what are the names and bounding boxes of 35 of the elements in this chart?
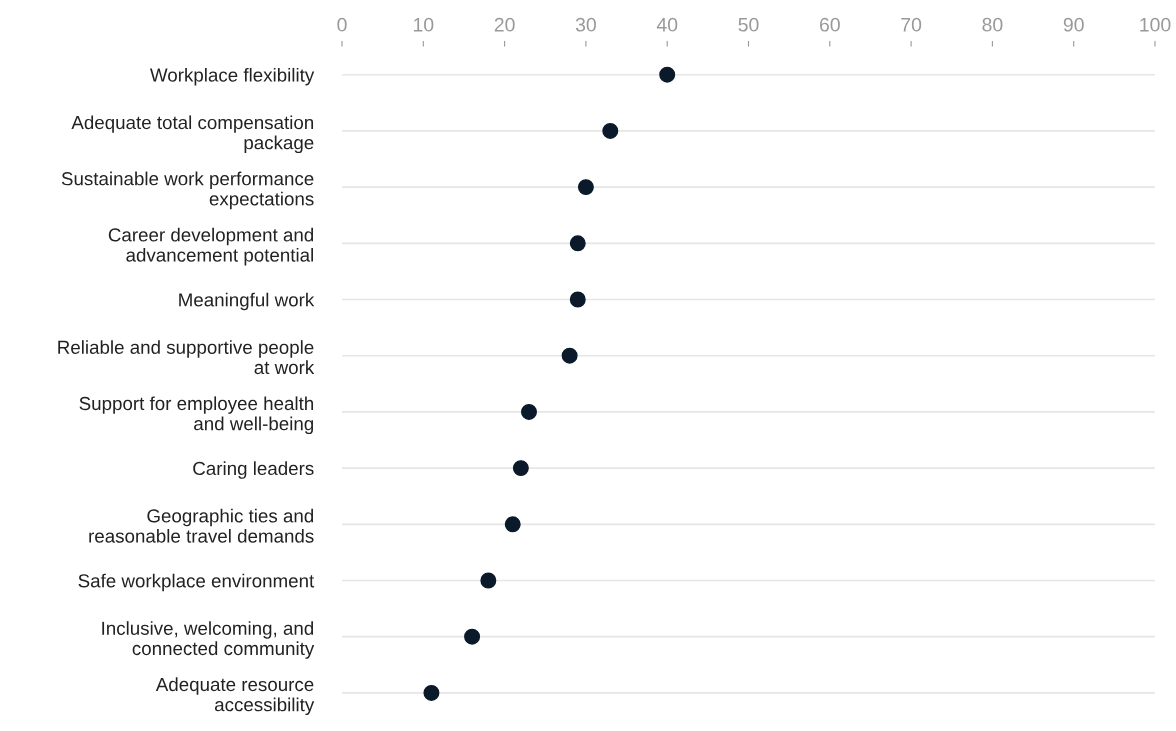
y-tick-label: Safe workplace environment — [78, 573, 315, 592]
point — [569, 235, 586, 252]
y-tick-label: Meaningful work — [179, 292, 315, 311]
x-tick-label: 10 — [413, 17, 434, 32]
x-tick-label: 40 — [656, 17, 678, 32]
x-tick-label: 70 — [901, 17, 922, 32]
point — [480, 572, 497, 589]
y-tick-label: Adequate total compensation package — [71, 115, 314, 154]
x-tick-label: 30 — [575, 17, 596, 32]
y-tick-label: Adequate resource accessibility — [155, 677, 315, 716]
x-tick-label: 100 — [1140, 17, 1171, 32]
point — [602, 122, 619, 139]
y-tick-label: Workplace flexibility — [150, 67, 315, 86]
x-tick-label: 60 — [819, 17, 840, 32]
x-tick-label: 50 — [738, 17, 759, 32]
y-tick-label: Inclusive, welcoming, and connected community — [102, 621, 315, 659]
y-tick-label: Support for employee health and well-being — [79, 396, 314, 435]
y-tick-label: Reliable and supportive people at work — [58, 340, 315, 375]
point — [423, 684, 440, 701]
y-tick-label: Caring leaders — [193, 461, 314, 479]
point — [561, 347, 578, 364]
point — [659, 66, 676, 83]
x-tick-label: 20 — [494, 17, 515, 32]
point — [504, 516, 521, 533]
y-tick-label: Geographic ties and reasonable travel demands — [89, 508, 314, 543]
x-tick-label: 0 — [337, 17, 347, 32]
y-tick-label: Career development and advancement potential — [108, 227, 314, 266]
point — [577, 179, 594, 196]
point — [521, 403, 537, 420]
y-tick-label: Sustainable work performance expectations — [61, 171, 314, 210]
x-tick-label: 80 — [982, 17, 1003, 32]
point — [512, 460, 529, 477]
x-tick-label: 90 — [1063, 17, 1084, 32]
point — [569, 291, 586, 308]
point — [464, 628, 481, 645]
